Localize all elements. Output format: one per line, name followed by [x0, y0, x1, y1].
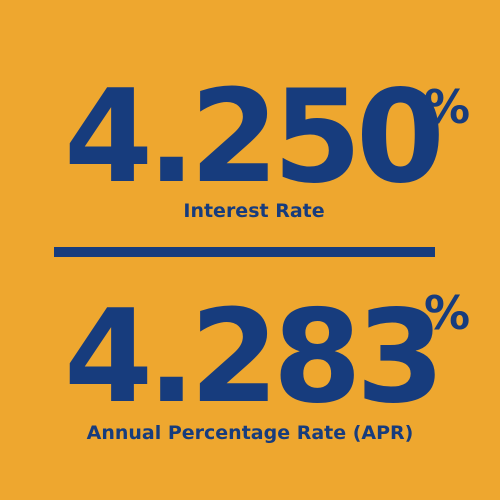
section-divider — [54, 247, 435, 257]
apr-value: 4.283 — [64, 283, 445, 432]
interest-rate-percent-sign: % — [424, 80, 471, 134]
interest-rate-label: Interest Rate — [183, 200, 325, 222]
interest-rate-value: 4.250 — [64, 63, 445, 212]
apr-percent-sign: % — [424, 286, 471, 340]
apr-label: Annual Percentage Rate (APR) — [86, 422, 414, 444]
